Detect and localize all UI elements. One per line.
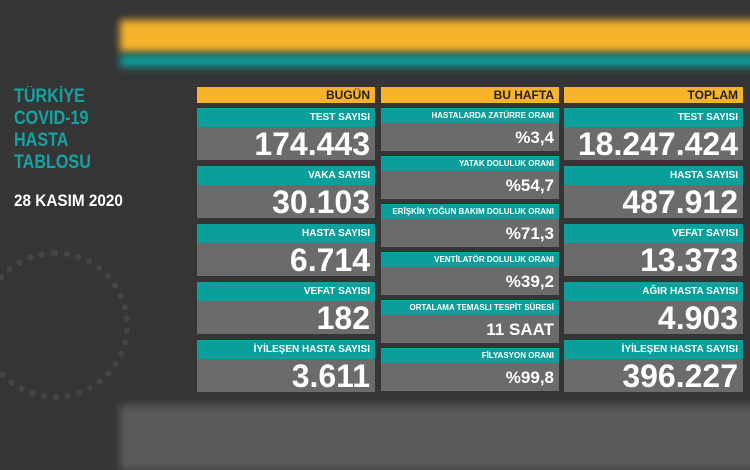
stat-value: 11 SAAT (381, 315, 559, 343)
stat-label: VENTİLATÖR DOLULUK ORANI (381, 252, 559, 267)
stat-value: 3.611 (197, 359, 375, 394)
stat-label: TEST SAYISI (564, 108, 743, 127)
stat-card: İYİLEŞEN HASTA SAYISI 396.227 (564, 340, 743, 394)
title-line: TABLOSU (14, 152, 91, 173)
blurred-top-teal (120, 55, 750, 67)
stat-value: 6.714 (197, 243, 375, 278)
column-week: BU HAFTA HASTALARDA ZATÜRRE ORANI %3,4 YATA… (381, 87, 559, 391)
stat-value: 487.912 (564, 185, 743, 220)
stat-card: HASTALARDA ZATÜRRE ORANI %3,4 (381, 108, 559, 151)
stat-value: %71,3 (381, 219, 559, 247)
stat-card: ORTALAMA TEMASLI TESPİT SÜRESİ 11 SAAT (381, 300, 559, 343)
stat-label: VEFAT SAYISI (197, 282, 375, 301)
stat-card: HASTA SAYISI 6.714 (197, 224, 375, 278)
ministry-logo (0, 250, 130, 400)
stat-label: İYİLEŞEN HASTA SAYISI (197, 340, 375, 359)
date: 28 KASIM 2020 (14, 191, 123, 210)
stat-card: TEST SAYISI 18.247.424 (564, 108, 743, 162)
stat-value: %54,7 (381, 171, 559, 199)
title-line: COVID-19 (14, 108, 89, 129)
stat-card: YATAK DOLULUK ORANI %54,7 (381, 156, 559, 199)
stat-value: 18.247.424 (564, 127, 743, 162)
stat-label: FİLYASYON ORANI (381, 348, 559, 363)
stat-value: %3,4 (381, 123, 559, 151)
column-header: TOPLAM (564, 87, 743, 103)
blurred-bottom-strip (120, 405, 750, 470)
stat-value: %39,2 (381, 267, 559, 295)
stat-card: VEFAT SAYISI 13.373 (564, 224, 743, 278)
column-total: TOPLAM TEST SAYISI 18.247.424 HASTA SAYISI 4… (564, 87, 743, 394)
column-today: BUGÜN TEST SAYISI 174.443 VAKA SAYISI 30.103… (197, 87, 375, 394)
stat-value: %99,8 (381, 363, 559, 391)
column-header: BUGÜN (197, 87, 375, 103)
stat-card: FİLYASYON ORANI %99,8 (381, 348, 559, 391)
stat-value: 174.443 (197, 127, 375, 162)
title-line: HASTA (14, 130, 69, 151)
stat-value: 182 (197, 301, 375, 336)
column-header: BU HAFTA (381, 87, 559, 103)
stat-value: 4.903 (564, 301, 743, 336)
stat-card: VAKA SAYISI 30.103 (197, 166, 375, 220)
stat-label: ORTALAMA TEMASLI TESPİT SÜRESİ (381, 300, 559, 315)
stat-label: HASTALARDA ZATÜRRE ORANI (381, 108, 559, 123)
stat-label: AĞIR HASTA SAYISI (564, 282, 743, 301)
stat-card: İYİLEŞEN HASTA SAYISI 3.611 (197, 340, 375, 394)
stat-card: TEST SAYISI 174.443 (197, 108, 375, 162)
stat-label: ERİŞKİN YOĞUN BAKIM DOLULUK ORANI (381, 204, 559, 219)
stat-label: HASTA SAYISI (197, 224, 375, 243)
stat-card: VEFAT SAYISI 182 (197, 282, 375, 336)
stat-card: VENTİLATÖR DOLULUK ORANI %39,2 (381, 252, 559, 295)
stat-label: HASTA SAYISI (564, 166, 743, 185)
stat-value: 13.373 (564, 243, 743, 278)
stat-label: YATAK DOLULUK ORANI (381, 156, 559, 171)
stat-card: AĞIR HASTA SAYISI 4.903 (564, 282, 743, 336)
blurred-top-strip (120, 20, 750, 52)
stat-value: 396.227 (564, 359, 743, 394)
title-line: TÜRKİYE (14, 86, 85, 107)
stat-label: VAKA SAYISI (197, 166, 375, 185)
stat-label: İYİLEŞEN HASTA SAYISI (564, 340, 743, 359)
stat-card: ERİŞKİN YOĞUN BAKIM DOLULUK ORANI %71,3 (381, 204, 559, 247)
stat-value: 30.103 (197, 185, 375, 220)
stat-card: HASTA SAYISI 487.912 (564, 166, 743, 220)
stat-label: VEFAT SAYISI (564, 224, 743, 243)
stat-label: TEST SAYISI (197, 108, 375, 127)
page-title: TÜRKİYE COVID-19 HASTA TABLOSU (14, 86, 91, 174)
